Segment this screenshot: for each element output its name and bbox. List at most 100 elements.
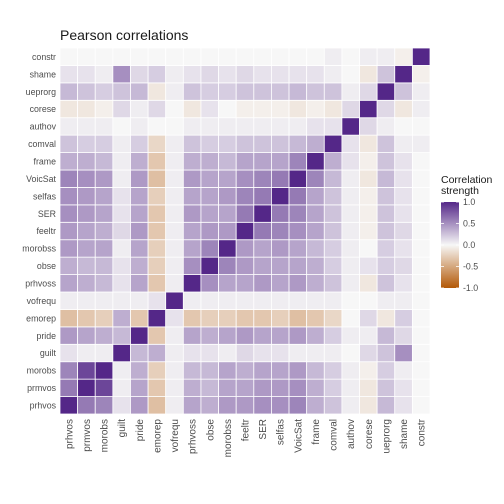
heatmap-cell-comval-emorep — [147, 134, 167, 153]
heatmap-cell-morobs-comval — [323, 361, 343, 380]
heatmap-cell-SER-authov — [341, 204, 360, 223]
heatmap-cell-prhvoss-VoicSat — [288, 274, 308, 293]
heatmap-cell-morobs-ueprorg — [376, 361, 396, 380]
heatmap-cell-ueprorg-emorep — [147, 82, 167, 101]
heatmap-cell-VoicSat-feeltr — [235, 169, 255, 188]
heatmap-cell-morobs-prhvoss — [182, 361, 202, 380]
heatmap-cell-ueprorg-prhvoss — [182, 82, 202, 101]
heatmap-cell-prhvos-frame — [306, 396, 325, 415]
heatmap-cell-morobs-VoicSat — [288, 361, 308, 380]
heatmap-cell-prhvoss-guilt — [112, 274, 131, 293]
heatmap-cell-prmvos-VoicSat — [288, 378, 308, 397]
heatmap-cell-feeltr-selfas — [271, 221, 290, 241]
heatmap-cell-shame-SER — [253, 65, 272, 84]
heatmap-cell-authov-authov — [341, 117, 360, 136]
heatmap-cell-emorep-SER — [253, 309, 272, 328]
heatmap-cell-comval-corese — [359, 134, 378, 153]
legend-tick-label: 1.0 — [463, 197, 475, 207]
heatmap-cell-frame-morobs — [94, 152, 114, 171]
heatmap-cell-frame-emorep — [147, 152, 167, 171]
heatmap-cell-ueprorg-prmvos — [77, 82, 96, 101]
heatmap-cell-guilt-emorep — [147, 343, 167, 363]
heatmap-cell-guilt-feeltr — [235, 343, 255, 363]
heatmap-cell-emorep-obse — [200, 309, 219, 328]
heatmap-cell-ueprorg-vofrequ — [165, 82, 184, 101]
heatmap-cell-comval-pride — [130, 134, 149, 153]
heatmap-cell-shame-prmvos — [77, 65, 96, 84]
heatmap-cell-VoicSat-obse — [200, 169, 219, 188]
heatmap-cell-obse-prmvos — [77, 256, 96, 275]
heatmap-cell-morobs-constr — [411, 361, 431, 380]
heatmap-cell-prhvoss-vofrequ — [165, 274, 184, 293]
heatmap-cell-prhvos-authov — [341, 396, 360, 415]
heatmap-cell-SER-obse — [200, 204, 219, 223]
heatmap-cell-emorep-comval — [323, 309, 343, 328]
heatmap-cell-obse-VoicSat — [288, 256, 308, 275]
heatmap-cell-prhvoss-comval — [323, 274, 343, 293]
heatmap-cell-corese-corese — [359, 99, 378, 119]
heatmap-cell-SER-selfas — [271, 204, 290, 223]
heatmap-cell-authov-prhvoss — [182, 117, 202, 136]
heatmap-cell-selfas-guilt — [112, 187, 131, 206]
heatmap-cell-vofrequ-pride — [130, 291, 149, 310]
heatmap-cell-frame-comval — [323, 152, 343, 171]
heatmap-cell-prmvos-frame — [306, 378, 325, 397]
heatmap-cell-comval-guilt — [112, 134, 131, 153]
x-tick-label-guilt: guilt — [117, 419, 128, 438]
heatmap-cell-prhvoss-prhvos — [59, 274, 79, 293]
x-tick-label-authov: authov — [346, 419, 357, 449]
heatmap-cell-prhvoss-frame — [306, 274, 325, 293]
heatmap-cell-pride-vofrequ — [165, 326, 184, 345]
heatmap-cell-comval-comval — [323, 134, 343, 153]
legend-ticks: 1.0 0.5 0.0 -0.5 -1.0 — [441, 197, 478, 293]
heatmap-cell-frame-prhvos — [59, 152, 79, 171]
heatmap-cell-prhvoss-obse — [200, 274, 219, 293]
heatmap-cell-corese-morobss — [218, 99, 237, 119]
heatmap-cell-constr-VoicSat — [288, 47, 308, 66]
heatmap-cell-feeltr-guilt — [112, 221, 131, 241]
heatmap-cell-prhvos-constr — [411, 396, 431, 415]
heatmap-cell-prhvoss-morobss — [218, 274, 237, 293]
heatmap-cell-morobss-ueprorg — [376, 239, 396, 258]
heatmap-cell-VoicSat-ueprorg — [376, 169, 396, 188]
heatmap-cell-prmvos-guilt — [112, 378, 131, 397]
heatmap-cell-authov-constr — [411, 117, 431, 136]
heatmap-cell-corese-selfas — [271, 99, 290, 119]
heatmap-cell-VoicSat-constr — [411, 169, 431, 188]
x-tick-label-emorep: emorep — [152, 419, 163, 453]
heatmap-cell-selfas-frame — [306, 187, 325, 206]
x-tick-label-SER: SER — [258, 419, 269, 440]
heatmap-cell-ueprorg-comval — [323, 82, 343, 101]
heatmap-cell-vofrequ-prhvoss — [182, 291, 202, 310]
heatmap-cell-shame-authov — [341, 65, 360, 84]
heatmap-cell-comval-shame — [394, 134, 413, 153]
heatmap-cell-ueprorg-shame — [394, 82, 413, 101]
heatmap-cell-frame-authov — [341, 152, 360, 171]
heatmap-cell-feeltr-prmvos — [77, 221, 96, 241]
heatmap-cell-pride-prhvos — [59, 326, 79, 345]
heatmap-cell-morobss-prmvos — [77, 239, 96, 258]
heatmap-cell-feeltr-pride — [130, 221, 149, 241]
heatmap-cell-frame-obse — [200, 152, 219, 171]
heatmap-cell-comval-morobs — [94, 134, 114, 153]
heatmap-cell-morobs-prhvos — [59, 361, 79, 380]
heatmap-cell-prmvos-prhvos — [59, 378, 79, 397]
heatmap-cell-authov-selfas — [271, 117, 290, 136]
heatmap-cell-emorep-shame — [394, 309, 413, 328]
heatmap-cell-corese-shame — [394, 99, 413, 119]
heatmap-cell-prmvos-SER — [253, 378, 272, 397]
heatmap-cell-pride-SER — [253, 326, 272, 345]
heatmap-cell-guilt-selfas — [271, 343, 290, 363]
heatmap-cell-shame-shame — [394, 65, 413, 84]
heatmap-cell-frame-selfas — [271, 152, 290, 171]
heatmap-cell-guilt-morobs — [94, 343, 114, 363]
heatmap-cell-pride-frame — [306, 326, 325, 345]
heatmap-cell-obse-morobs — [94, 256, 114, 275]
heatmap-cell-VoicSat-vofrequ — [165, 169, 184, 188]
heatmap-cell-pride-shame — [394, 326, 413, 345]
y-tick-label-guilt: guilt — [40, 348, 57, 358]
legend-colorbar — [441, 202, 459, 288]
heatmap-cell-authov-SER — [253, 117, 272, 136]
heatmap-cell-morobss-SER — [253, 239, 272, 258]
legend-title: Correlation strength — [441, 175, 501, 197]
